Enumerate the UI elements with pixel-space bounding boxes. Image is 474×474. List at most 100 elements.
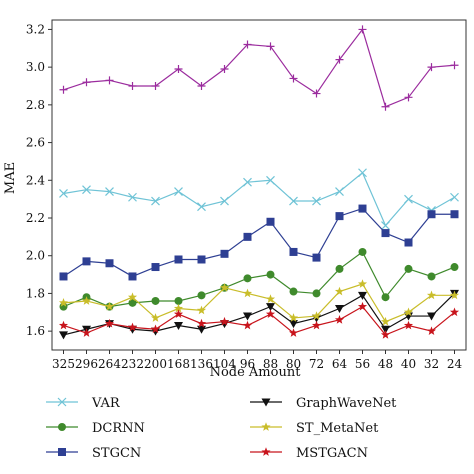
data-point: [58, 320, 69, 330]
legend-label: MSTGACN: [296, 446, 368, 461]
data-point: [82, 78, 91, 87]
data-point: [104, 301, 115, 311]
data-point: [197, 202, 206, 212]
x-tick-label: 168: [167, 357, 190, 371]
legend: VAR GraphWaveNet DCRNN ST_MetaNet STGCN MSTGA…: [46, 396, 397, 461]
y-tick-label: 3.0: [26, 60, 45, 74]
x-tick-label: 232: [121, 357, 144, 371]
data-point: [426, 326, 437, 336]
data-point: [150, 324, 161, 334]
plot-frame: [51, 19, 467, 351]
legend-item: GraphWaveNet: [250, 396, 397, 411]
data-point: [173, 303, 184, 313]
data-point: [404, 93, 413, 102]
data-point: [289, 247, 298, 256]
x-tick-label: 56: [355, 357, 370, 371]
data-point: [289, 287, 298, 296]
x-tick-label: 40: [401, 357, 416, 371]
legend-marker: [58, 448, 66, 456]
data-point: [358, 204, 367, 213]
data-point: [266, 303, 275, 312]
y-tick-label: 2.2: [26, 211, 45, 225]
data-point: [358, 247, 367, 256]
data-point: [335, 187, 344, 197]
data-point: [289, 196, 298, 206]
data-point: [427, 272, 436, 281]
data-point: [427, 312, 436, 321]
data-point: [128, 192, 137, 202]
data-point: [150, 313, 161, 322]
data-point: [265, 309, 276, 319]
series-line: [63, 283, 455, 323]
data-point: [450, 61, 459, 70]
data-point: [105, 187, 114, 197]
y-tick-label: 1.6: [26, 324, 45, 338]
data-point: [197, 255, 206, 264]
data-point: [358, 168, 367, 178]
data-point: [243, 312, 252, 321]
data-point: [196, 305, 207, 315]
x-tick-label: 264: [98, 357, 121, 371]
data-point: [242, 288, 253, 298]
data-point: [174, 187, 183, 197]
data-point: [335, 305, 344, 314]
y-axis-label: MAE: [3, 162, 18, 194]
data-point: [380, 330, 391, 339]
series-unlabeled-6: [59, 25, 459, 111]
data-point: [104, 318, 115, 328]
legend-label: VAR: [91, 396, 121, 411]
legend-marker: [58, 423, 66, 431]
data-point: [128, 82, 137, 90]
data-point: [358, 291, 367, 300]
y-tick-label: 2.6: [26, 136, 45, 150]
data-point: [243, 274, 252, 283]
data-point: [357, 279, 368, 288]
series-line: [63, 28, 455, 108]
data-point: [289, 74, 298, 83]
data-point: [289, 320, 298, 329]
x-tick-label: 325: [52, 357, 75, 371]
legend-marker: [261, 422, 271, 431]
data-point: [174, 296, 183, 305]
data-point: [127, 292, 138, 302]
data-point: [151, 263, 160, 272]
data-point: [404, 238, 413, 247]
data-point: [288, 313, 299, 322]
data-point: [242, 320, 253, 330]
legend-label: DCRNN: [92, 421, 145, 436]
data-point: [174, 321, 183, 330]
data-point: [82, 185, 91, 195]
data-point: [312, 89, 321, 98]
x-tick-label: 80: [286, 357, 301, 371]
series-graphwavenet: [59, 289, 459, 340]
data-point: [59, 272, 68, 281]
data-point: [403, 307, 414, 317]
x-tick-label: 136: [190, 357, 213, 371]
data-point: [220, 249, 229, 258]
data-point: [288, 328, 299, 337]
data-point: [358, 25, 367, 34]
y-axis-ticks: 1.6 1.8 2.0 2.2 2.4 2.6 2.8 3.0 3.2: [26, 22, 52, 338]
x-tick-label: 96: [240, 357, 255, 371]
series-layer: [58, 25, 460, 340]
series-line: [63, 171, 455, 227]
legend-marker: [57, 397, 67, 407]
series-line: [63, 293, 455, 336]
data-point: [334, 286, 345, 296]
x-axis-label: Node Amount: [210, 365, 302, 380]
data-point: [427, 63, 436, 72]
data-point: [403, 320, 414, 330]
x-tick-label: 88: [263, 357, 278, 371]
series-line: [63, 305, 455, 336]
data-point: [404, 194, 413, 204]
legend-item: MSTGACN: [250, 446, 368, 461]
legend-item: ST_MetaNet: [250, 421, 379, 436]
data-point: [128, 272, 137, 281]
data-point: [243, 232, 252, 241]
legend-item: STGCN: [46, 446, 141, 461]
data-point: [449, 307, 460, 317]
data-point: [334, 315, 345, 324]
data-point: [197, 291, 206, 300]
data-point: [59, 331, 68, 340]
